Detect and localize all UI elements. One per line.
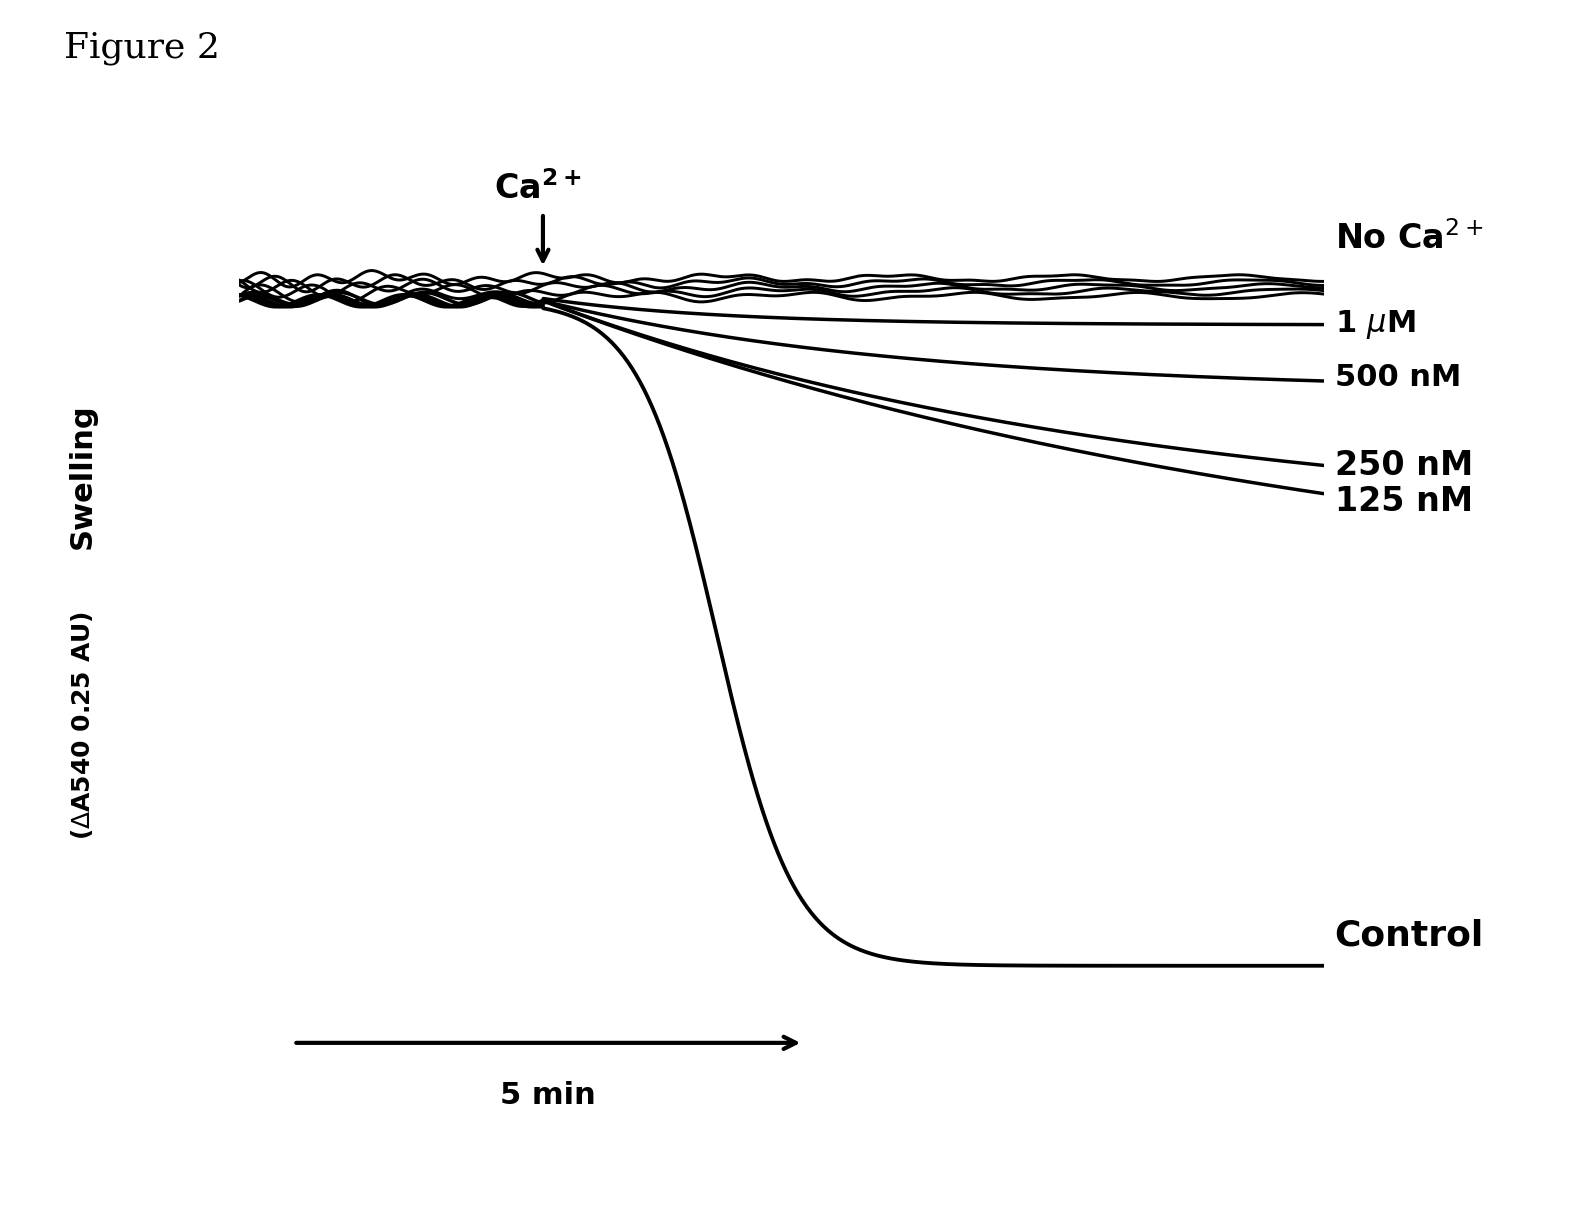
Text: No Ca$^{2+}$: No Ca$^{2+}$ [1335, 221, 1483, 257]
Text: 250 nM: 250 nM [1335, 449, 1472, 481]
Text: 125 nM: 125 nM [1335, 485, 1472, 518]
Text: 1 $\mu$M: 1 $\mu$M [1335, 308, 1415, 341]
Text: Control: Control [1335, 919, 1483, 953]
Text: ($\Delta$A540 0.25 AU): ($\Delta$A540 0.25 AU) [69, 612, 96, 840]
Text: Figure 2: Figure 2 [64, 31, 220, 65]
Text: Swelling: Swelling [67, 403, 96, 549]
Text: 5 min: 5 min [501, 1081, 597, 1110]
Text: $\mathbf{Ca^{2+}}$: $\mathbf{Ca^{2+}}$ [494, 171, 581, 205]
Text: 500 nM: 500 nM [1335, 362, 1461, 392]
